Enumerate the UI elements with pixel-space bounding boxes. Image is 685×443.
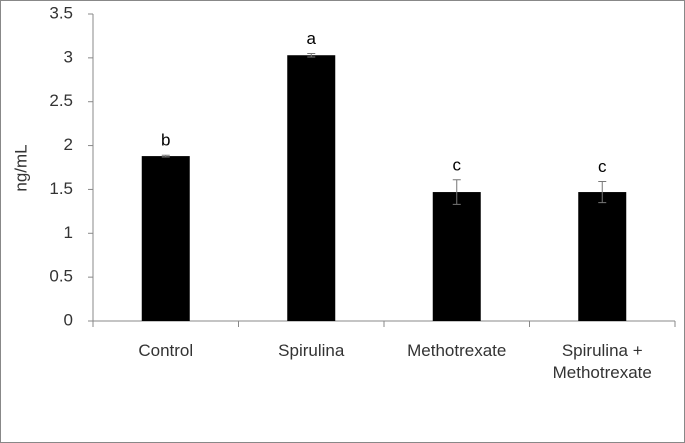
annotation: b	[161, 131, 170, 150]
y-tick-label: 2	[64, 135, 73, 154]
error-bar	[452, 179, 461, 205]
y-tick-label: 3.5	[49, 3, 73, 22]
error-bar	[161, 154, 170, 158]
bar	[287, 55, 336, 322]
error-bar	[598, 181, 607, 204]
bar	[432, 192, 481, 321]
x-tick-label: Spirulina	[278, 341, 345, 360]
bar	[578, 192, 627, 321]
y-tick-label: 2.5	[49, 91, 73, 110]
x-tick-label: Control	[138, 341, 194, 360]
y-tick-label: 0.5	[49, 267, 73, 286]
error-bar	[307, 52, 316, 58]
y-tick-label: 0	[64, 310, 73, 329]
annotation: c	[598, 157, 607, 176]
y-tick-label: 1	[64, 223, 73, 242]
y-axis-label: ng/mL	[11, 144, 30, 191]
x-tick-label: Spirulina + Methotrexate	[552, 341, 652, 382]
annotation: a	[307, 29, 317, 48]
y-tick-label: 3	[64, 47, 73, 66]
y-tick-label: 1.5	[49, 179, 73, 198]
annotation: c	[453, 155, 462, 174]
x-tick-label: Methotrexate	[407, 341, 507, 360]
bar	[141, 156, 190, 321]
